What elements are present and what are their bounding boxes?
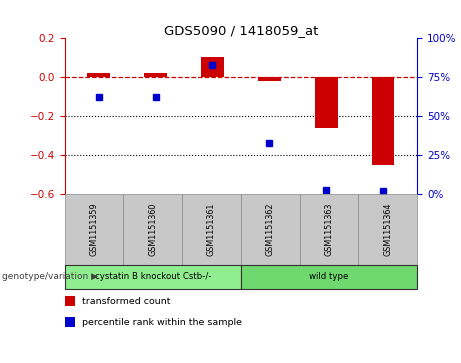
Bar <box>201 57 224 77</box>
Text: percentile rank within the sample: percentile rank within the sample <box>82 318 242 327</box>
Text: cystatin B knockout Cstb-/-: cystatin B knockout Cstb-/- <box>95 272 211 281</box>
Text: GSM1151364: GSM1151364 <box>383 203 392 256</box>
Text: GSM1151361: GSM1151361 <box>207 203 216 256</box>
Text: transformed count: transformed count <box>82 297 170 306</box>
Text: GSM1151363: GSM1151363 <box>325 203 334 256</box>
Bar <box>372 77 395 165</box>
Bar <box>87 73 110 77</box>
Bar <box>144 73 167 77</box>
Title: GDS5090 / 1418059_at: GDS5090 / 1418059_at <box>164 24 318 37</box>
Bar <box>258 77 281 81</box>
Text: GSM1151360: GSM1151360 <box>148 203 157 256</box>
Text: wild type: wild type <box>309 272 349 281</box>
Text: genotype/variation ▶: genotype/variation ▶ <box>2 272 98 281</box>
Bar <box>315 77 337 128</box>
Text: GSM1151359: GSM1151359 <box>89 203 99 256</box>
Text: GSM1151362: GSM1151362 <box>266 203 275 256</box>
